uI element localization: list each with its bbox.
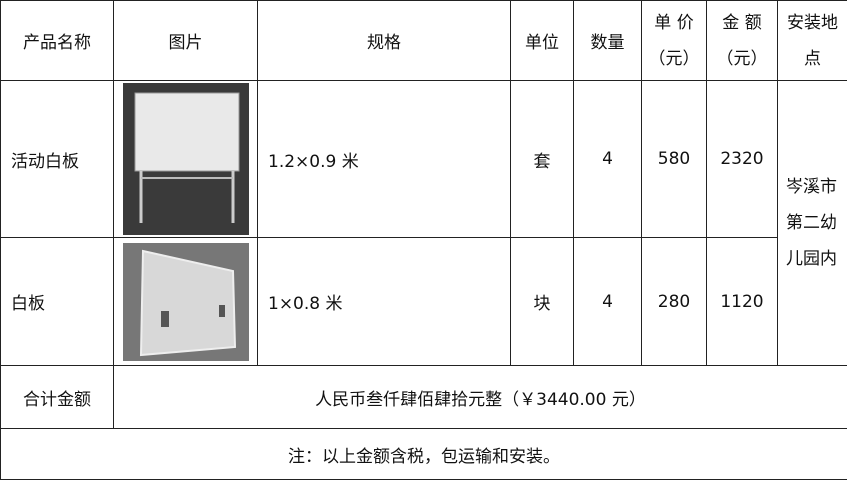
price-cell: 280 bbox=[641, 237, 707, 366]
header-text: 规格 bbox=[367, 33, 401, 53]
header-text: 单位 bbox=[525, 33, 559, 53]
location-text: 岑溪市 bbox=[786, 177, 837, 197]
header-cell: 产品名称 bbox=[0, 0, 114, 81]
amount-cell: 1120 bbox=[706, 237, 778, 366]
item-row: 活动白板 1.2×0.9 米 套 4 580 2320 岑溪市 第二幼 儿园内 bbox=[0, 80, 847, 366]
note: 注：以上金额含税，包运输和安装。 bbox=[0, 428, 847, 480]
item-row: 白板 1×0.8 米 块 4 280 1120 bbox=[0, 237, 847, 366]
total-row: 合计金额 人民币叁仟肆佰肆拾元整（￥3440.00 元） bbox=[0, 365, 847, 429]
spec-cell: 1.2×0.9 米 bbox=[257, 80, 511, 238]
header-cell: 规格 bbox=[257, 0, 511, 81]
note-row: 注：以上金额含税，包运输和安装。 bbox=[0, 428, 847, 480]
amount-cell: 2320 bbox=[706, 80, 778, 238]
header-text: 产品名称 bbox=[23, 33, 91, 53]
location-cell: 岑溪市 第二幼 儿园内 bbox=[777, 80, 847, 366]
name-cell: 白板 bbox=[0, 237, 114, 366]
header-cell: 数量 bbox=[573, 0, 642, 81]
unit-cell: 套 bbox=[510, 80, 574, 238]
mobile-whiteboard-photo bbox=[122, 83, 249, 235]
header-text: （元） bbox=[648, 48, 700, 69]
qty-cell: 4 bbox=[573, 237, 642, 366]
total-value: 人民币叁仟肆佰肆拾元整（￥3440.00 元） bbox=[113, 365, 847, 429]
header-text: 金 额 bbox=[722, 12, 762, 33]
header-text: 数量 bbox=[590, 33, 625, 53]
header-text: 图片 bbox=[168, 33, 203, 53]
image-cell bbox=[113, 237, 258, 366]
header-row: 产品名称 图片 规格 单位 数量 单 价 （元） 金 额 （元） 安装地点 bbox=[0, 0, 847, 81]
header-cell: 单位 bbox=[510, 0, 574, 81]
header-text: 单 价 bbox=[654, 12, 694, 33]
total-label: 合计金额 bbox=[0, 365, 114, 429]
spec-cell: 1×0.8 米 bbox=[257, 237, 511, 366]
location-text: 第二幼 bbox=[786, 213, 837, 233]
header-cell: 图片 bbox=[113, 0, 258, 81]
image-cell bbox=[113, 80, 258, 238]
qty-cell: 4 bbox=[573, 80, 642, 238]
header-cell: 安装地点 bbox=[777, 0, 847, 81]
price-cell: 580 bbox=[641, 80, 707, 238]
header-cell: 单 价 （元） bbox=[641, 0, 707, 81]
location-text: 儿园内 bbox=[786, 249, 837, 269]
header-cell: 金 额 （元） bbox=[706, 0, 778, 81]
header-text: 安装地 bbox=[787, 12, 838, 33]
header-text: 点 bbox=[804, 48, 821, 69]
whiteboard-photo bbox=[122, 242, 249, 361]
unit-cell: 块 bbox=[510, 237, 574, 366]
name-cell: 活动白板 bbox=[0, 80, 114, 238]
header-text: （元） bbox=[716, 48, 768, 69]
